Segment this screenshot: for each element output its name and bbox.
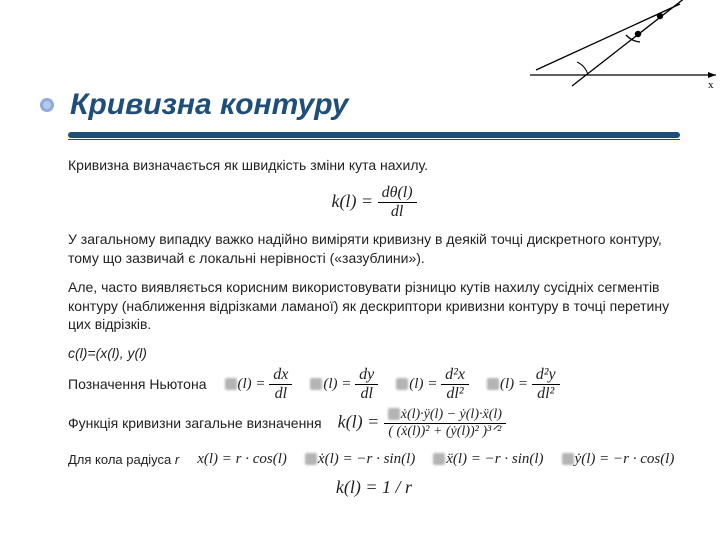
formula-num: dθ(l) (378, 185, 417, 203)
title-underline (68, 132, 680, 142)
glyph-icon (396, 378, 408, 390)
circle-f-4: ẏ(l) = −r · cos(l) (562, 449, 675, 469)
glyph-icon (305, 453, 317, 465)
newton-f-4: (l) = d²ydl² (487, 367, 560, 402)
glyph-icon (562, 453, 574, 465)
formula-den: dl (378, 203, 417, 220)
circle-f-1: x(l) = r · cos(l) (197, 449, 287, 469)
slide-body: Кривизна визначається як швидкість зміни… (68, 156, 680, 500)
newton-f-2: (l) = dydl (310, 367, 378, 402)
circle-label: Для кола радіуса r (68, 451, 179, 469)
para-segments: Але, часто виявляється корисним використ… (68, 278, 680, 335)
glyph-icon (225, 378, 237, 390)
axis-label-x: x (708, 79, 714, 90)
row-circle: Для кола радіуса r x(l) = r · cos(l) ẋ(l… (68, 449, 680, 469)
formula-k-of-l: k(l) = dθ(l) dl (68, 185, 680, 220)
curvature-formula: k(l) = ẋ(l)·ÿ(l) − ẏ(l)·ẍ(l) ( (ẋ(l))² +… (338, 408, 506, 439)
title-row: Кривизна контуру (40, 88, 680, 122)
newton-f-3: (l) = d²xdl² (396, 367, 469, 402)
row-newton: Позначення Ньютона (l) = dxdl (l) = dydl… (68, 367, 680, 402)
title-bullet-icon (40, 98, 54, 112)
circle-f-2: ẋ(l) = −r · sin(l) (305, 449, 415, 469)
glyph-icon (388, 408, 400, 420)
glyph-icon (310, 378, 322, 390)
newton-f-1: (l) = dxdl (225, 367, 293, 402)
slide-title: Кривизна контуру (70, 88, 348, 122)
glyph-icon (487, 378, 499, 390)
formula-lhs: k(l) = (331, 191, 373, 211)
slide: x Кривизна контуру Кривизна визначається… (0, 0, 720, 540)
row-c-def: c(l)=(x(l), y(l) (68, 344, 680, 363)
para-definition: Кривизна визначається як швидкість зміни… (68, 156, 680, 175)
curvature-label: Функція кривизни загальне визначення (68, 414, 322, 433)
row-curvature-general: Функція кривизни загальне визначення k(l… (68, 408, 680, 439)
formula-k-circle: k(l) = 1 / r (68, 475, 680, 499)
para-discrete: У загальному випадку важко надійно вимір… (68, 230, 680, 268)
angle-diagram: x (530, 0, 720, 90)
angle-diagram-svg: x (530, 0, 720, 90)
circle-f-3: ẍ(l) = −r · sin(l) (433, 449, 543, 469)
c-def: c(l)=(x(l), y(l) (68, 345, 147, 361)
glyph-icon (433, 453, 445, 465)
newton-label: Позначення Ньютона (68, 375, 207, 394)
